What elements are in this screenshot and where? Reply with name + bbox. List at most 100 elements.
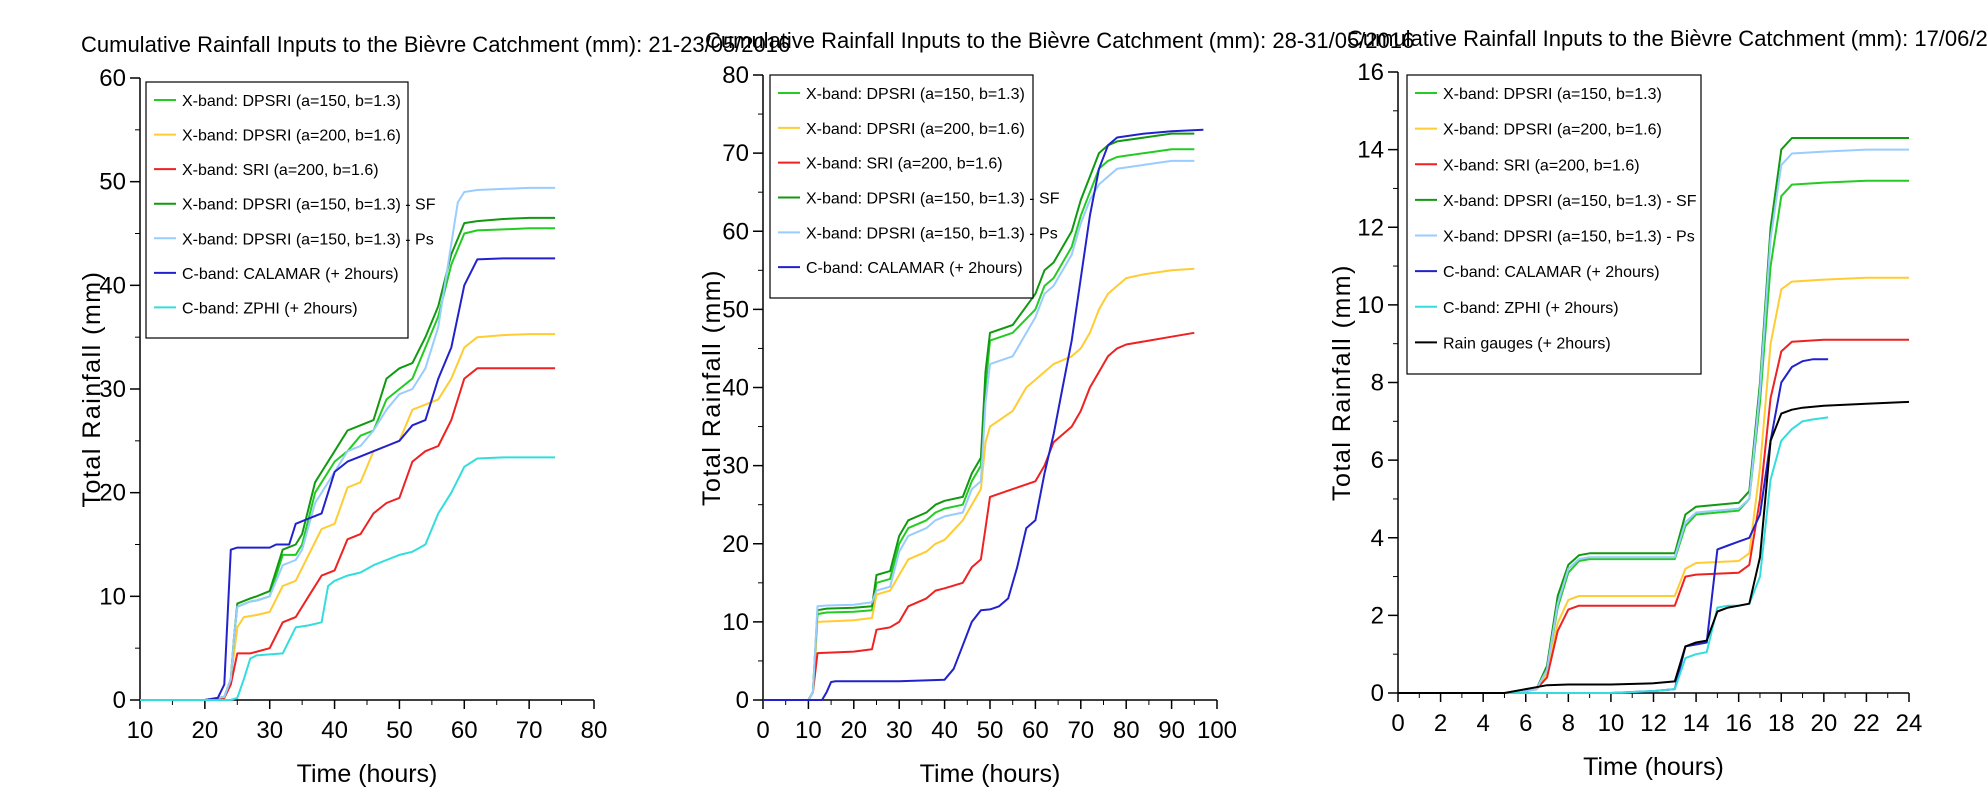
x-axis-label: Time (hours) (297, 760, 438, 788)
series-line (1398, 400, 1910, 694)
y-tick-label: 30 (99, 376, 126, 403)
y-tick-label: 10 (1357, 292, 1384, 319)
y-tick-label: 4 (1371, 525, 1384, 552)
x-tick-label: 20 (192, 717, 219, 744)
legend-entry: X-band: DPSRI (a=200, b=1.6) (806, 121, 1025, 138)
x-tick-label: 100 (1197, 717, 1237, 744)
y-tick-label: 14 (1357, 137, 1384, 164)
series-line (763, 132, 1195, 701)
legend-entry: X-band: DPSRI (a=150, b=1.3) - SF (806, 191, 1060, 208)
y-tick-label: 50 (722, 296, 749, 323)
x-tick-label: 6 (1519, 710, 1532, 737)
legend-entry: C-band: CALAMAR (+ 2hours) (182, 266, 399, 283)
y-tick-label: 8 (1371, 370, 1384, 397)
legend-entry: X-band: DPSRI (a=200, b=1.6) (1443, 122, 1662, 139)
y-axis-label: Total Rainfall (mm) (1328, 264, 1356, 501)
x-tick-label: 60 (451, 717, 478, 744)
y-tick-label: 80 (722, 62, 749, 89)
x-tick-label: 20 (840, 717, 867, 744)
y-tick-label: 16 (1357, 59, 1384, 86)
x-tick-label: 8 (1562, 710, 1575, 737)
x-tick-label: 12 (1640, 710, 1667, 737)
series-line (763, 331, 1195, 701)
y-tick-label: 10 (722, 609, 749, 636)
x-tick-label: 40 (931, 717, 958, 744)
x-axis-label: Time (hours) (920, 760, 1061, 788)
x-tick-label: 10 (1598, 710, 1625, 737)
y-tick-label: 70 (722, 140, 749, 167)
y-axis-label: Total Rainfall (mm) (698, 269, 726, 506)
x-tick-label: 0 (756, 717, 769, 744)
legend-entry: X-band: DPSRI (a=150, b=1.3) - SF (182, 197, 436, 214)
legend-entry: X-band: DPSRI (a=200, b=1.6) (182, 128, 401, 145)
series-line (763, 267, 1195, 701)
legend-entry: X-band: DPSRI (a=150, b=1.3) - Ps (182, 231, 434, 248)
x-tick-label: 24 (1896, 710, 1923, 737)
chart-title: Cumulative Rainfall Inputs to the Bièvre… (81, 32, 790, 57)
y-tick-label: 40 (99, 272, 126, 299)
x-tick-label: 10 (795, 717, 822, 744)
chart-panel-1: Cumulative Rainfall Inputs to the Bièvre… (78, 32, 790, 788)
chart-panel-3: Cumulative Rainfall Inputs to the Bièvre… (1328, 26, 1988, 781)
chart-panel-2: Cumulative Rainfall Inputs to the Bièvre… (698, 28, 1414, 788)
x-tick-label: 50 (386, 717, 413, 744)
y-tick-label: 20 (99, 480, 126, 507)
series-line (1398, 416, 1829, 694)
x-tick-label: 4 (1476, 710, 1489, 737)
legend-entry: Rain gauges (+ 2hours) (1443, 335, 1611, 352)
y-tick-label: 50 (99, 169, 126, 196)
legend-entry: X-band: DPSRI (a=150, b=1.3) - SF (1443, 193, 1697, 210)
series-line (1398, 338, 1909, 694)
x-tick-label: 80 (581, 717, 608, 744)
series-line (763, 128, 1204, 701)
y-tick-label: 0 (1371, 680, 1384, 707)
y-tick-label: 6 (1371, 447, 1384, 474)
x-tick-label: 90 (1158, 717, 1185, 744)
x-tick-label: 22 (1853, 710, 1880, 737)
legend-box (769, 74, 1034, 299)
series-line (1398, 276, 1909, 694)
x-tick-label: 70 (1067, 717, 1094, 744)
x-tick-label: 30 (886, 717, 913, 744)
x-tick-label: 80 (1113, 717, 1140, 744)
x-tick-label: 16 (1725, 710, 1752, 737)
y-tick-label: 2 (1371, 602, 1384, 629)
legend-entry: C-band: CALAMAR (+ 2hours) (1443, 264, 1660, 281)
legend-entry: C-band: ZPHI (+ 2hours) (182, 300, 358, 317)
y-tick-label: 20 (722, 531, 749, 558)
legend-entry: X-band: SRI (a=200, b=1.6) (1443, 157, 1640, 174)
x-tick-label: 50 (977, 717, 1004, 744)
y-tick-label: 0 (736, 687, 749, 714)
x-tick-label: 60 (1022, 717, 1049, 744)
x-tick-label: 40 (321, 717, 348, 744)
x-tick-label: 20 (1810, 710, 1837, 737)
x-tick-label: 70 (516, 717, 543, 744)
legend-entry: X-band: DPSRI (a=150, b=1.3) - Ps (806, 225, 1058, 242)
legend-entry: X-band: SRI (a=200, b=1.6) (182, 162, 379, 179)
legend-entry: X-band: SRI (a=200, b=1.6) (806, 156, 1003, 173)
x-tick-label: 30 (256, 717, 283, 744)
legend-entry: X-band: DPSRI (a=150, b=1.3) - Ps (1443, 229, 1695, 246)
y-tick-label: 12 (1357, 214, 1384, 241)
x-axis-label: Time (hours) (1583, 753, 1724, 781)
y-tick-label: 10 (99, 583, 126, 610)
x-tick-label: 0 (1391, 710, 1404, 737)
legend-box (1406, 74, 1702, 375)
series-line (1398, 148, 1909, 694)
series-line (140, 367, 556, 701)
series-line (140, 257, 556, 701)
chart-title: Cumulative Rainfall Inputs to the Bièvre… (1347, 26, 1988, 51)
y-tick-label: 0 (113, 687, 126, 714)
x-tick-label: 10 (127, 717, 154, 744)
legend-entry: X-band: DPSRI (a=150, b=1.3) (182, 93, 401, 110)
series-line (763, 159, 1195, 701)
legend-entry: C-band: CALAMAR (+ 2hours) (806, 260, 1023, 277)
x-tick-label: 18 (1768, 710, 1795, 737)
y-tick-label: 60 (722, 218, 749, 245)
chart-title: Cumulative Rainfall Inputs to the Bièvre… (705, 28, 1414, 53)
y-tick-label: 40 (722, 375, 749, 402)
y-tick-label: 60 (99, 65, 126, 92)
legend-entry: C-band: ZPHI (+ 2hours) (1443, 300, 1619, 317)
series-line (140, 186, 556, 701)
